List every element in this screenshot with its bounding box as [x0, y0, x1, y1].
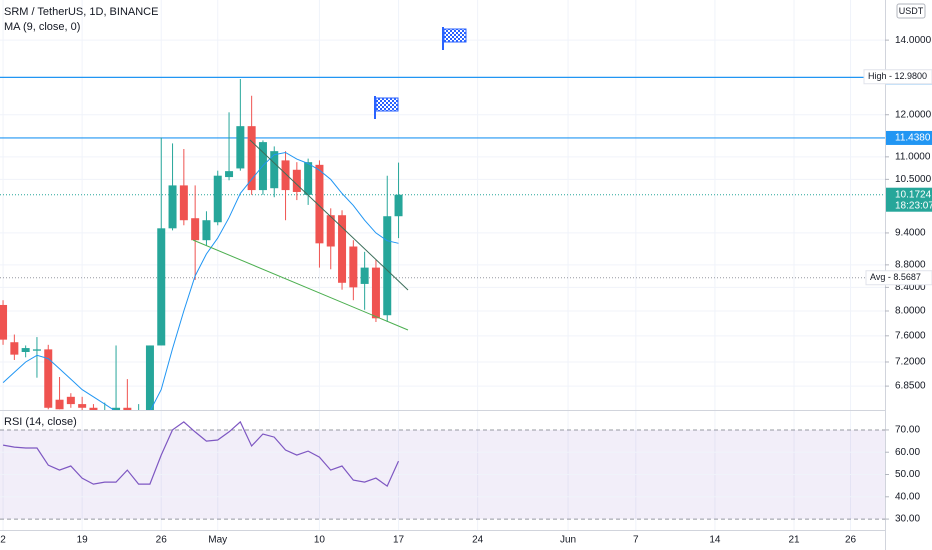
- indicator-label: MA (9, close, 0): [4, 21, 80, 33]
- candle-body: [349, 246, 358, 288]
- trendlines: [192, 139, 409, 331]
- countdown: 18:23:07: [895, 200, 932, 211]
- y-tick-label: 12.0000: [895, 109, 932, 120]
- last-price-label: 10.1724: [895, 189, 932, 200]
- price-pane: [0, 76, 885, 412]
- candle-body: [338, 215, 347, 283]
- x-tick-label: 14: [709, 535, 721, 546]
- y-tick-label: 70.00: [895, 425, 920, 436]
- y-tick-label: 14.0000: [895, 35, 932, 46]
- candle-body: [247, 126, 256, 191]
- x-tick-label: 24: [472, 535, 484, 546]
- trendline: [249, 139, 409, 291]
- y-tick-label: 60.00: [895, 447, 920, 458]
- candle-body: [55, 399, 64, 410]
- candle-body: [135, 411, 143, 412]
- x-tick-label: May: [208, 535, 227, 546]
- candle-body: [78, 404, 87, 408]
- y-tick-label: 30.00: [895, 514, 920, 525]
- currency-box[interactable]: [896, 3, 926, 19]
- candle-body: [281, 160, 290, 191]
- x-tick-label: 7: [633, 535, 639, 546]
- candle-body: [292, 169, 301, 192]
- trendline: [192, 239, 409, 331]
- candle-body: [270, 151, 279, 189]
- y-tick-label: 8.0000: [895, 306, 926, 317]
- candle-body: [315, 164, 324, 244]
- y-tick-label: 7.2000: [895, 357, 926, 368]
- high-marker-box: [863, 69, 932, 85]
- y-tick-label: 6.8500: [895, 381, 926, 392]
- y-tick-label: 10.5000: [895, 174, 932, 185]
- x-tick-label: Jun: [560, 535, 576, 546]
- candle-body: [326, 215, 335, 247]
- x-tick-label: 2: [0, 535, 6, 546]
- x-tick-label: 26: [845, 535, 857, 546]
- candle-body: [304, 162, 313, 195]
- last-price-box: [886, 187, 932, 212]
- candle-body: [145, 345, 154, 410]
- x-tick-label: 17: [393, 535, 405, 546]
- y-tick-label: 8.8000: [895, 259, 926, 270]
- x-tick-label: 19: [77, 535, 89, 546]
- y-tick-label: 11.0000: [895, 151, 931, 162]
- high-marker-label: High - 12.9800: [868, 71, 927, 81]
- x-tick-label: 26: [156, 535, 168, 546]
- rsi-line: [2, 420, 400, 488]
- level-label: 11.4380: [895, 133, 931, 144]
- candle-body: [66, 396, 75, 405]
- candle-body: [157, 228, 166, 346]
- avg-marker-box: [865, 270, 932, 286]
- level-label-box: [886, 130, 932, 145]
- symbol-title: SRM / TetherUS, 1D, BINANCE: [4, 6, 158, 18]
- candle-body: [225, 171, 234, 178]
- candle-body: [360, 267, 369, 284]
- flag-icon: [442, 27, 467, 50]
- candle-body: [236, 126, 245, 169]
- x-tick-label: 21: [788, 535, 800, 546]
- candle-body: [179, 185, 188, 221]
- candle-body: [394, 194, 403, 217]
- candle-body: [89, 407, 98, 410]
- candle-body: [123, 407, 132, 410]
- y-tick-label: 9.4000: [895, 228, 926, 239]
- candle-body: [383, 216, 392, 316]
- candle-body: [202, 220, 211, 241]
- x-tick-label: 10: [314, 535, 326, 546]
- candle-body: [44, 349, 53, 408]
- candle-body: [371, 267, 380, 319]
- y-tick-label: 8.4000: [895, 282, 926, 293]
- flag-icon: [374, 96, 399, 119]
- candle-body: [191, 218, 200, 241]
- rsi-pane: [0, 420, 885, 520]
- avg-marker-label: Avg - 8.5687: [870, 272, 921, 282]
- axes: 2 19 26 May 10 17 24 Jun 7 14 21 26 14.0000 12.0000 11…: [0, 35, 932, 546]
- y-tick-label: 40.00: [895, 491, 920, 502]
- candle-body: [32, 349, 41, 351]
- candle-body: [168, 185, 177, 229]
- candle-body: [213, 175, 222, 223]
- y-tick-label: 7.6000: [895, 330, 926, 341]
- candle-body: [21, 348, 30, 353]
- candle-body: [0, 304, 8, 340]
- ma-line: [2, 151, 399, 410]
- candle-body: [10, 342, 19, 355]
- currency[interactable]: USDT: [899, 6, 924, 16]
- candle-body: [112, 407, 121, 410]
- y-tick-label: 50.00: [895, 469, 920, 480]
- rsi-label: RSI (14, close): [4, 416, 77, 428]
